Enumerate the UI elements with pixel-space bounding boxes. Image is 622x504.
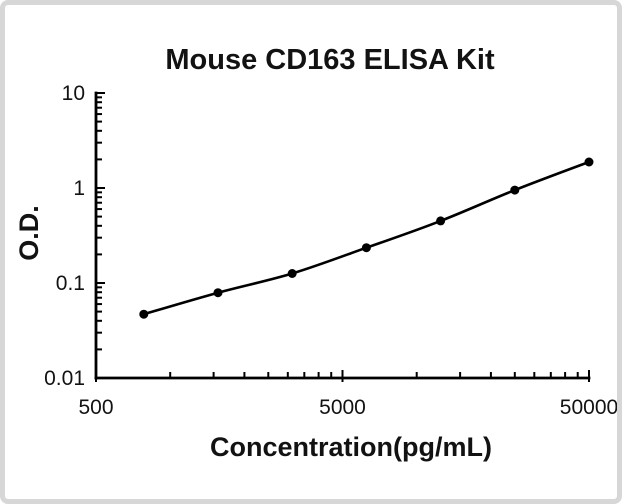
y-tick-label: 10: [62, 82, 85, 105]
data-point-marker: [436, 216, 446, 226]
plot-area: 500 5000 50000 0.01 0.1 1 10: [44, 82, 618, 419]
chart-title: Mouse CD163 ELISA Kit: [165, 44, 495, 76]
data-point-marker: [213, 288, 223, 298]
y-axis-label: O.D.: [14, 205, 44, 261]
data-point-marker: [510, 185, 520, 195]
x-tick-label: 500: [78, 396, 113, 419]
data-point-marker: [584, 157, 594, 167]
standard-curve-line: [142, 160, 591, 316]
y-tick-label: 1: [73, 177, 85, 200]
y-tick-label: 0.01: [44, 367, 85, 390]
x-tick-label: 5000: [319, 396, 366, 419]
x-axis-label: Concentration(pg/mL): [210, 432, 492, 462]
y-tick-label: 0.1: [56, 272, 85, 295]
data-point-marker: [139, 309, 149, 319]
x-tick-label: 50000: [560, 396, 618, 419]
data-point-marker: [361, 243, 371, 253]
data-point-marker: [287, 269, 297, 278]
